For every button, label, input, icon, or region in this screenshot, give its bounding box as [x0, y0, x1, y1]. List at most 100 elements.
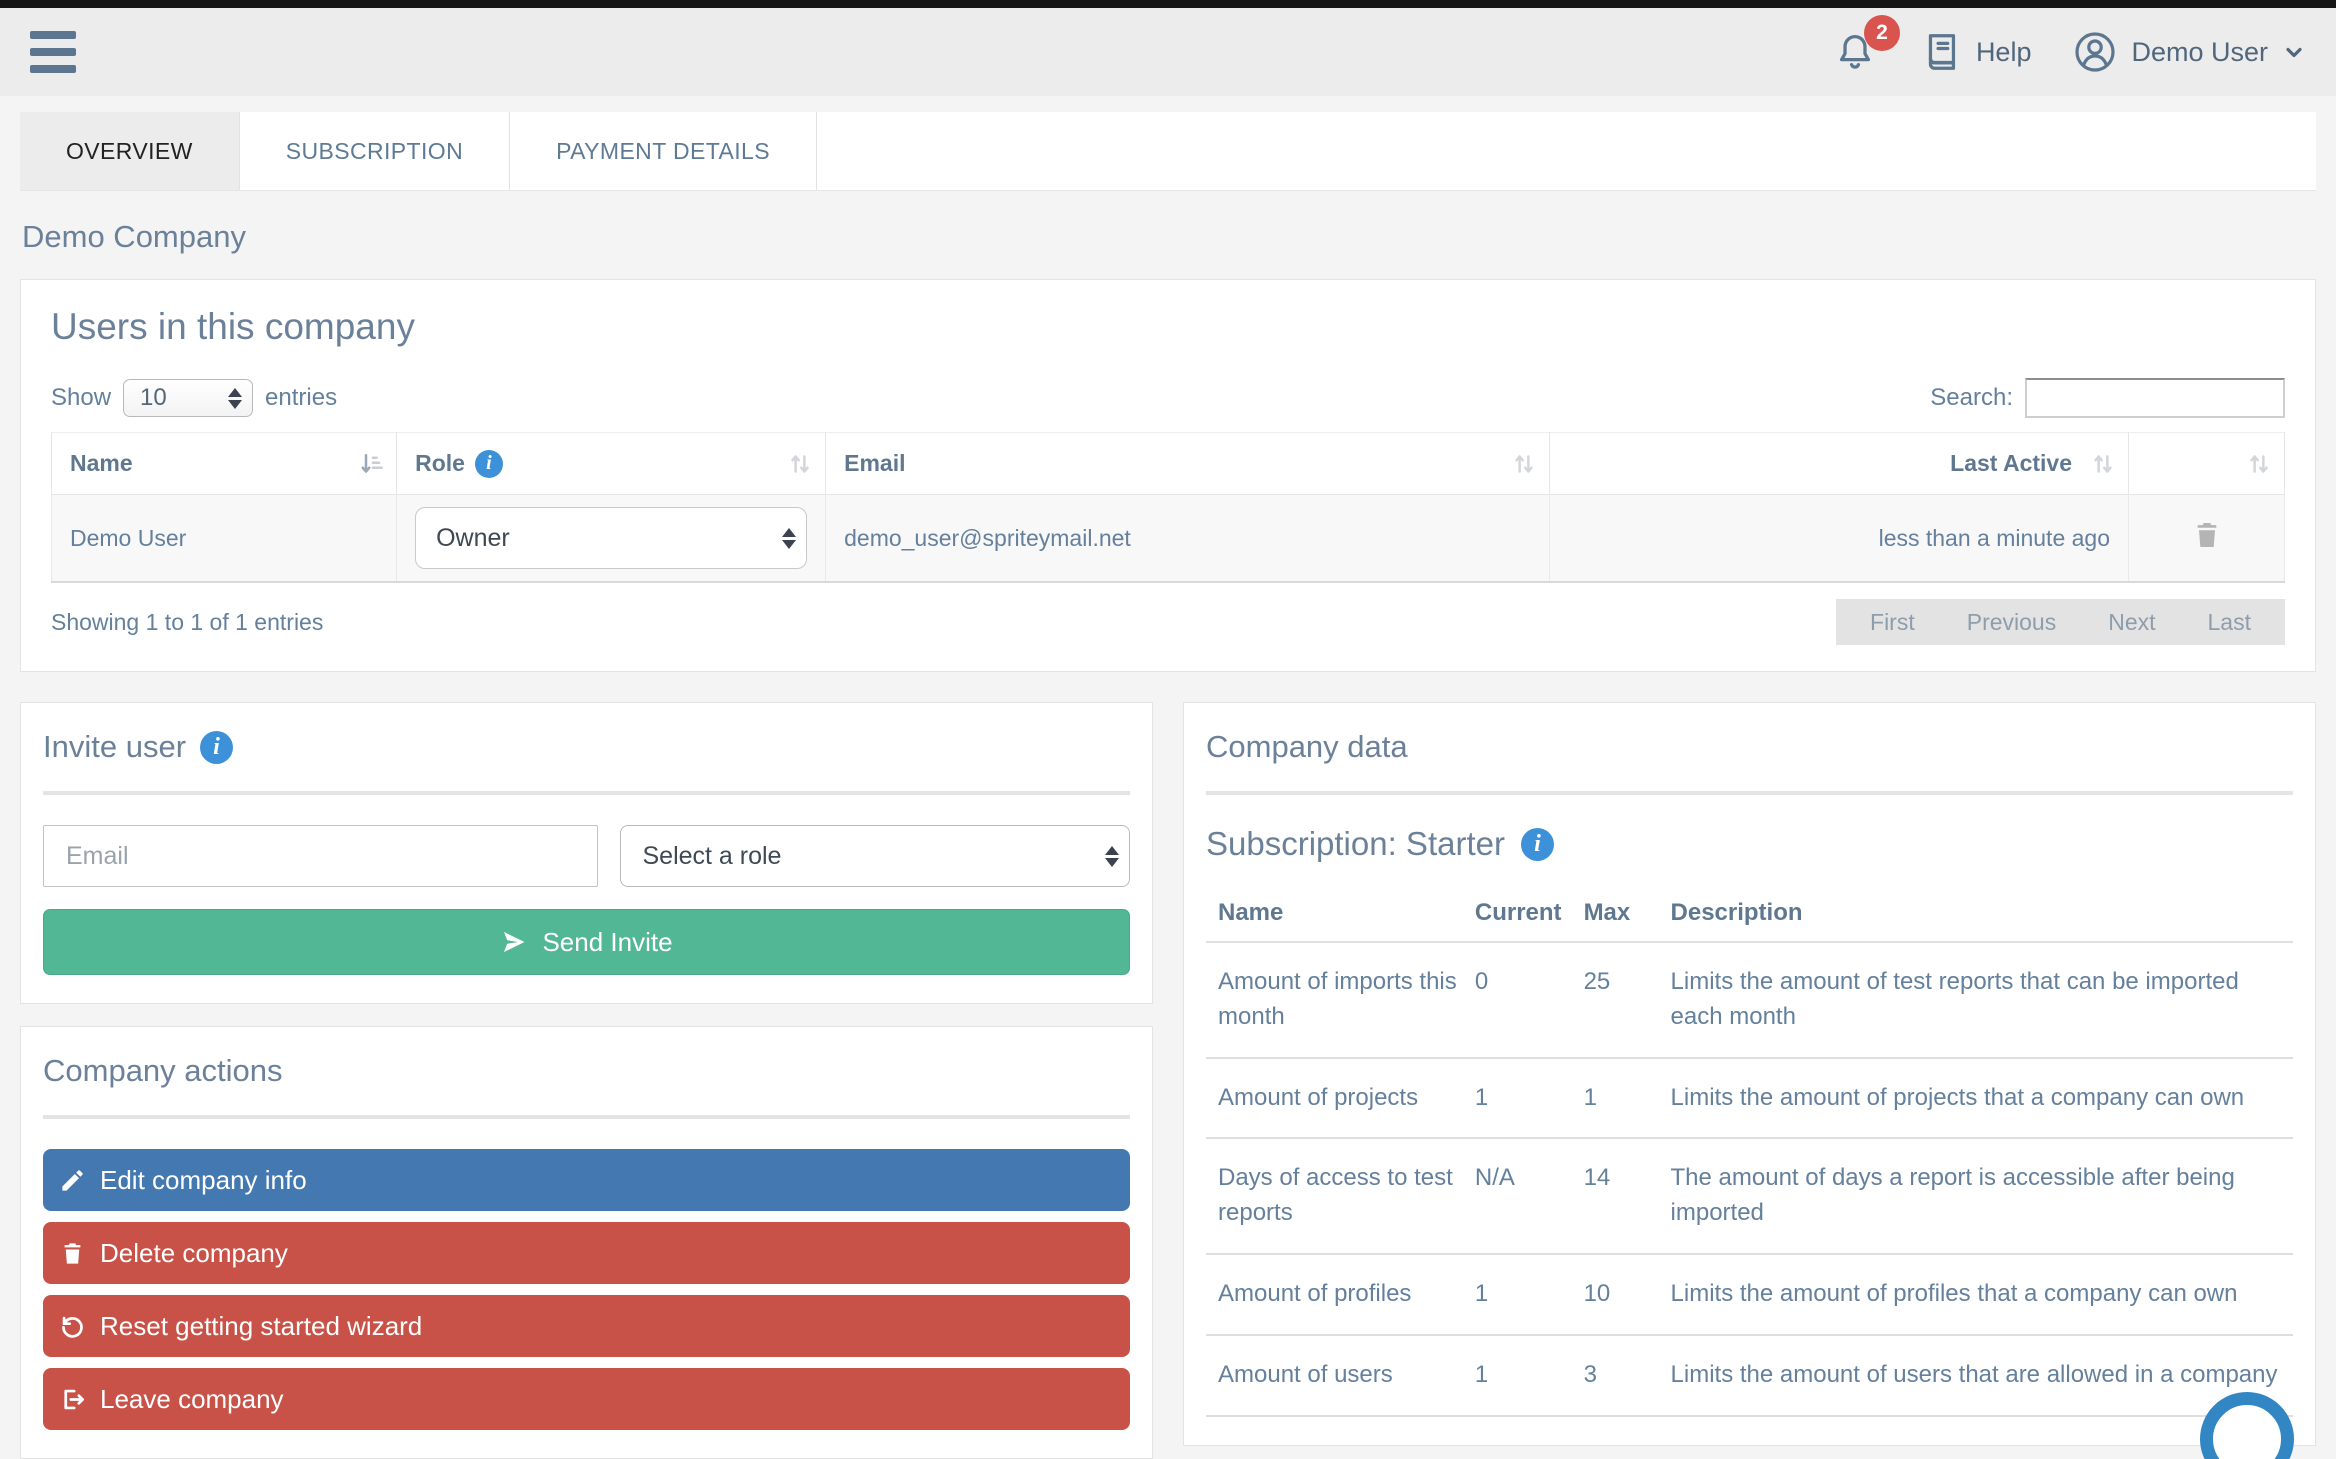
- pagination-first[interactable]: First: [1844, 609, 1941, 636]
- company-actions-title: Company actions: [43, 1053, 283, 1089]
- limit-description: Limits the amount of users that are allo…: [1663, 1335, 2293, 1416]
- limits-col-description: Description: [1663, 885, 2293, 942]
- reset-wizard-button[interactable]: Reset getting started wizard: [43, 1295, 1130, 1357]
- logout-icon: [59, 1386, 86, 1413]
- send-invite-button[interactable]: Send Invite: [43, 909, 1130, 975]
- tab-overview[interactable]: OVERVIEW: [20, 112, 240, 190]
- pagination-next[interactable]: Next: [2082, 609, 2181, 636]
- role-info-icon[interactable]: i: [475, 450, 503, 478]
- col-header-email[interactable]: Email: [826, 433, 1550, 495]
- delete-user-trash-icon[interactable]: [2191, 519, 2223, 551]
- edit-company-info-button[interactable]: Edit company info: [43, 1149, 1130, 1211]
- subscription-label: Subscription: Starter: [1206, 825, 1505, 863]
- limit-current: 1: [1467, 1335, 1576, 1416]
- col-header-actions[interactable]: [2129, 433, 2285, 495]
- company-data-title: Company data: [1206, 729, 1408, 765]
- user-name-label: Demo User: [2131, 37, 2268, 68]
- notification-badge: 2: [1864, 15, 1900, 51]
- limit-description: Limits the amount of test reports that c…: [1663, 942, 2293, 1058]
- invite-user-title: Invite user: [43, 729, 186, 765]
- window-top-edge: [0, 0, 2336, 8]
- user-avatar-icon: [2071, 28, 2119, 76]
- divider: [1206, 791, 2293, 795]
- limits-col-max: Max: [1576, 885, 1663, 942]
- limit-name: Amount of users: [1206, 1335, 1467, 1416]
- topbar: 2 Help Demo User: [0, 8, 2336, 96]
- col-header-role[interactable]: Role i: [397, 433, 826, 495]
- search-label: Search:: [1930, 384, 2013, 412]
- users-table: Name Role i: [51, 432, 2285, 583]
- table-row: Amount of projects 1 1 Limits the amount…: [1206, 1058, 2293, 1139]
- tab-payment-details[interactable]: PAYMENT DETAILS: [510, 112, 817, 190]
- table-row: Amount of profiles 1 10 Limits the amoun…: [1206, 1254, 2293, 1335]
- limit-current: N/A: [1467, 1138, 1576, 1254]
- user-menu[interactable]: Demo User: [2071, 28, 2306, 76]
- sort-both-icon: [1509, 449, 1539, 479]
- limit-max: 1: [1576, 1058, 1663, 1139]
- help-book-icon: [1918, 29, 1964, 75]
- divider: [43, 791, 1130, 795]
- select-arrows-icon: [1105, 846, 1129, 867]
- user-email-cell: demo_user@spriteymail.net: [826, 495, 1550, 583]
- invite-email-field[interactable]: [43, 825, 598, 887]
- sort-both-icon: [2088, 449, 2118, 479]
- invite-info-icon[interactable]: i: [200, 731, 233, 764]
- table-row: Demo User Owner demo_user@spriteymail.ne…: [52, 495, 2285, 583]
- select-arrows-icon: [228, 388, 252, 409]
- pagination-last[interactable]: Last: [2182, 609, 2277, 636]
- notifications-button[interactable]: 2: [1832, 29, 1878, 75]
- subscription-info-icon[interactable]: i: [1521, 828, 1554, 861]
- limit-description: Limits the amount of profiles that a com…: [1663, 1254, 2293, 1335]
- send-icon: [500, 928, 528, 956]
- delete-company-button[interactable]: Delete company: [43, 1222, 1130, 1284]
- users-panel-title: Users in this company: [51, 306, 2285, 348]
- limits-col-current: Current: [1467, 885, 1576, 942]
- limit-current: 1: [1467, 1254, 1576, 1335]
- sort-both-icon: [2244, 449, 2274, 479]
- table-summary: Showing 1 to 1 of 1 entries: [51, 609, 323, 636]
- page-content: OVERVIEW SUBSCRIPTION PAYMENT DETAILS De…: [0, 96, 2336, 1459]
- tab-bar: OVERVIEW SUBSCRIPTION PAYMENT DETAILS: [20, 112, 2316, 191]
- limits-table: Name Current Max Description Amount of i…: [1206, 885, 2293, 1417]
- col-header-name[interactable]: Name: [52, 433, 397, 495]
- sort-both-icon: [785, 449, 815, 479]
- company-actions-panel: Company actions Edit company info Delete…: [20, 1026, 1153, 1459]
- chevron-down-icon: [2282, 40, 2306, 64]
- table-row: Days of access to test reports N/A 14 Th…: [1206, 1138, 2293, 1254]
- limit-current: 1: [1467, 1058, 1576, 1139]
- pagination: First Previous Next Last: [1836, 599, 2285, 645]
- limit-max: 3: [1576, 1335, 1663, 1416]
- entries-label: entries: [265, 384, 337, 412]
- limit-max: 25: [1576, 942, 1663, 1058]
- limit-max: 14: [1576, 1138, 1663, 1254]
- trash-icon: [59, 1240, 86, 1267]
- limits-col-name: Name: [1206, 885, 1467, 942]
- limit-description: Limits the amount of projects that a com…: [1663, 1058, 2293, 1139]
- search-input[interactable]: [2025, 378, 2285, 418]
- user-name-cell: Demo User: [52, 495, 397, 583]
- sort-asc-icon: [356, 449, 386, 479]
- leave-company-button[interactable]: Leave company: [43, 1368, 1130, 1430]
- limit-name: Amount of projects: [1206, 1058, 1467, 1139]
- help-label: Help: [1976, 37, 2032, 68]
- limit-max: 10: [1576, 1254, 1663, 1335]
- page-length-select[interactable]: 10: [123, 379, 253, 417]
- user-last-active-cell: less than a minute ago: [1550, 495, 2129, 583]
- col-header-last-active[interactable]: Last Active: [1550, 433, 2129, 495]
- limit-name: Amount of profiles: [1206, 1254, 1467, 1335]
- table-row: Amount of users 1 3 Limits the amount of…: [1206, 1335, 2293, 1416]
- user-role-select[interactable]: Owner: [415, 507, 807, 569]
- tab-subscription[interactable]: SUBSCRIPTION: [240, 112, 510, 190]
- menu-hamburger-icon[interactable]: [30, 31, 76, 73]
- help-button[interactable]: Help: [1918, 29, 2032, 75]
- pencil-icon: [59, 1167, 86, 1194]
- invite-role-placeholder: Select a role: [621, 842, 804, 871]
- invite-role-select[interactable]: Select a role: [620, 825, 1131, 887]
- limit-name: Days of access to test reports: [1206, 1138, 1467, 1254]
- divider: [43, 1115, 1130, 1119]
- limit-description: The amount of days a report is accessibl…: [1663, 1138, 2293, 1254]
- show-label: Show: [51, 384, 111, 412]
- pagination-previous[interactable]: Previous: [1941, 609, 2082, 636]
- page-length-value: 10: [124, 384, 183, 412]
- undo-icon: [59, 1313, 86, 1340]
